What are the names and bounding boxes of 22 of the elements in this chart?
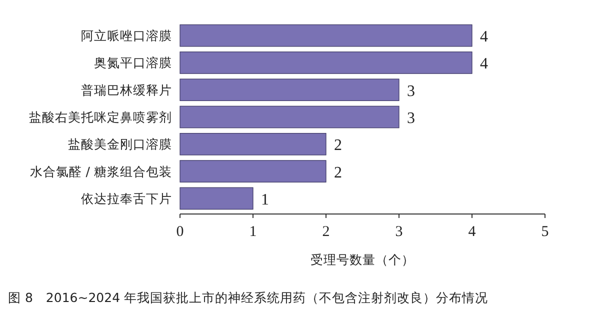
- data-label: 4: [480, 28, 488, 46]
- y-tick-label: 阿立哌唑口溶膜: [81, 28, 172, 44]
- y-tick-label: 盐酸右美托咪定鼻喷雾剂: [29, 110, 172, 124]
- caption: 图 8 2016~2024 年我国获批上市的神经系统用药（不包含注射剂改良）分布情况: [8, 290, 488, 305]
- y-tick-label: 普瑞巴林缓释片: [81, 82, 172, 98]
- data-label: 4: [480, 56, 488, 73]
- y-tick-label: 依达拉奉舌下片: [81, 190, 172, 206]
- y-tick-label: 水合氯醛 / 糖浆组合包装: [30, 164, 172, 179]
- data-label: 3: [407, 110, 415, 127]
- data-label: 2: [334, 137, 342, 154]
- x-tick-label: 2: [322, 224, 330, 240]
- y-tick-label: 盐酸美金刚口溶膜: [68, 136, 172, 152]
- x-tick-label: 5: [541, 224, 549, 240]
- x-tick-label: 1: [249, 224, 257, 240]
- x-axis-title: 受理号数量（个）: [310, 252, 414, 267]
- x-tick-label: 0: [176, 224, 184, 240]
- x-tick-label: 3: [395, 224, 403, 240]
- data-label: 1: [261, 191, 269, 208]
- x-tick-label: 4: [468, 224, 476, 240]
- data-label: 2: [334, 164, 342, 182]
- data-label: 3: [407, 82, 415, 100]
- y-tick-label: 奥氮平口溶膜: [94, 55, 172, 70]
